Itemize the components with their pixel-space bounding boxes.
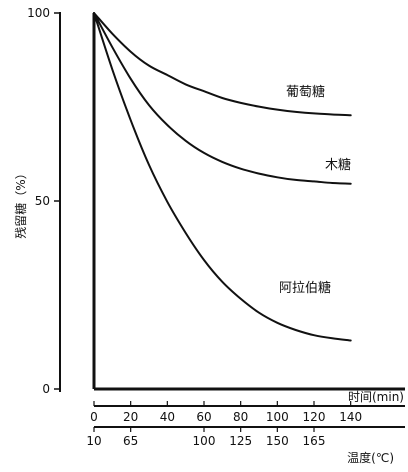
y-axis-title: 残留糖（%）	[13, 167, 28, 238]
x2-tick-label: 65	[123, 434, 138, 448]
x2-tick-label: 10	[86, 434, 101, 448]
x2-ticks: 10 65 100 125 150 165	[86, 427, 325, 448]
series-label-2: 木糖	[325, 157, 351, 173]
x-axis-time-title: 时间(min)	[348, 390, 404, 404]
x2-tick-label: 150	[266, 434, 289, 448]
x-tick-label: 140	[339, 410, 362, 424]
x2-tick-label: 125	[229, 434, 252, 448]
series-line-1	[93, 12, 352, 117]
x-ticks: 0 20 40 60 80 100 120 140	[90, 401, 362, 424]
y-ticks: 0 50 100	[27, 6, 60, 396]
x-tick-label: 120	[303, 410, 326, 424]
x2-tick-label: 100	[193, 434, 216, 448]
y-tick-label: 50	[35, 194, 50, 208]
y-tick-label: 0	[42, 382, 50, 396]
x-axis-temperature-title: 温度(℃)	[347, 450, 394, 465]
x-tick-label: 0	[90, 410, 98, 424]
series-label-1: 葡萄糖	[286, 84, 325, 100]
x-tick-label: 80	[233, 410, 248, 424]
x-tick-label: 20	[123, 410, 138, 424]
x2-tick-label: 165	[303, 434, 326, 448]
x-tick-label: 100	[266, 410, 289, 424]
x-tick-label: 60	[196, 410, 211, 424]
series-line-2	[93, 12, 352, 185]
series-lines	[93, 12, 352, 342]
series-line-3	[93, 12, 352, 342]
y-tick-label: 100	[27, 6, 50, 20]
x-tick-label: 40	[160, 410, 175, 424]
series-label-3: 阿拉伯糖	[279, 280, 331, 296]
